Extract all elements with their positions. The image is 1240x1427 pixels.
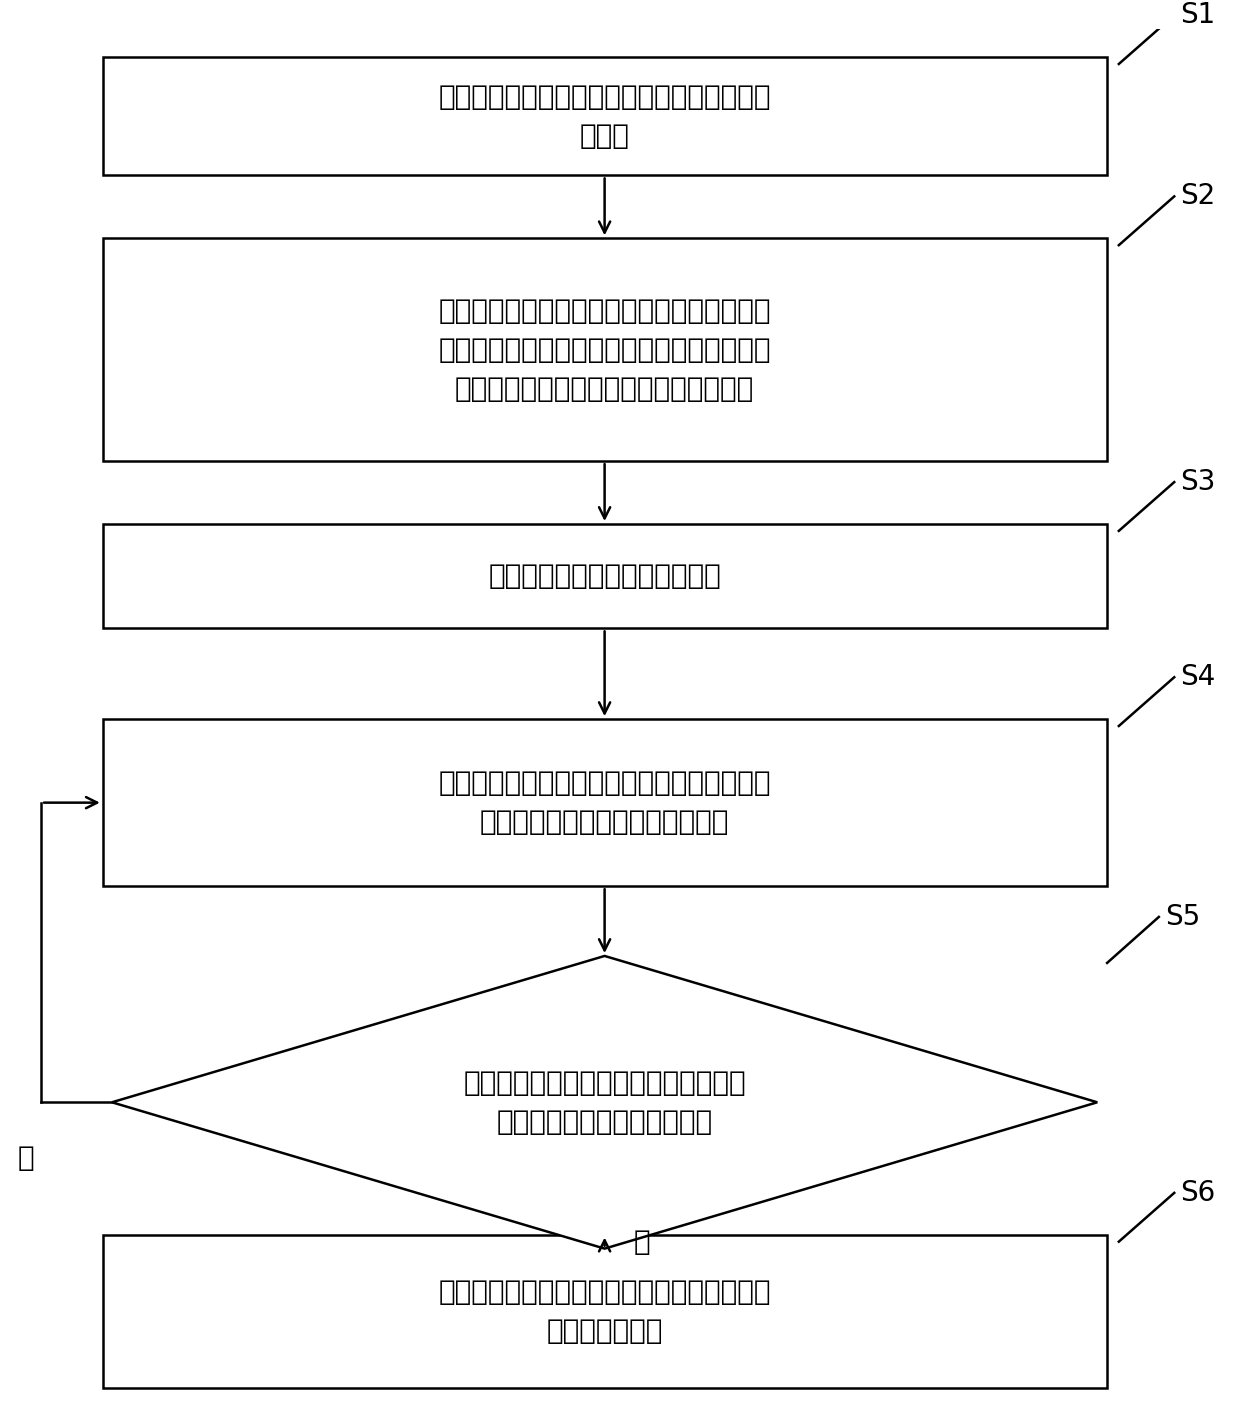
Bar xyxy=(103,1234,1106,1388)
Text: S4: S4 xyxy=(1180,664,1215,691)
Text: 将所述筛选出的结构参数值作为所述磁耦合装
置的结构参数值: 将所述筛选出的结构参数值作为所述磁耦合装 置的结构参数值 xyxy=(439,1277,771,1344)
Text: S5: S5 xyxy=(1166,903,1200,930)
Text: 对选择的磁耦合装置建立精准的磁路模型，用
以得到原边自感、副边自感、原边与副边之间
互感与磁耦合装置的结构参数的关联关系: 对选择的磁耦合装置建立精准的磁路模型，用 以得到原边自感、副边自感、原边与副边之… xyxy=(439,297,771,402)
Bar xyxy=(103,524,1106,628)
Text: 确定磁耦合装置尺寸的约束条件: 确定磁耦合装置尺寸的约束条件 xyxy=(489,562,720,591)
Text: S3: S3 xyxy=(1180,468,1215,497)
Text: S2: S2 xyxy=(1180,183,1215,210)
Polygon shape xyxy=(112,956,1097,1249)
Text: S6: S6 xyxy=(1180,1179,1215,1207)
Bar xyxy=(103,57,1106,176)
Bar xyxy=(103,238,1106,461)
Text: 将所述关联关系作为目标函数，通过迭代筛选
出满足所述约束条件的结构参数值: 将所述关联关系作为目标函数，通过迭代筛选 出满足所述约束条件的结构参数值 xyxy=(439,769,771,836)
Text: 是: 是 xyxy=(634,1227,650,1256)
Text: S1: S1 xyxy=(1180,1,1215,29)
Bar xyxy=(103,719,1106,886)
Text: 验证筛选出的结构参数值是否满足所述
磁耦合装置的预设指标参数值: 验证筛选出的结构参数值是否满足所述 磁耦合装置的预设指标参数值 xyxy=(464,1069,746,1136)
Text: 否: 否 xyxy=(19,1144,35,1172)
Text: 确定电磁感应参数与预设的指标参数之间的对
应关系: 确定电磁感应参数与预设的指标参数之间的对 应关系 xyxy=(439,83,771,150)
